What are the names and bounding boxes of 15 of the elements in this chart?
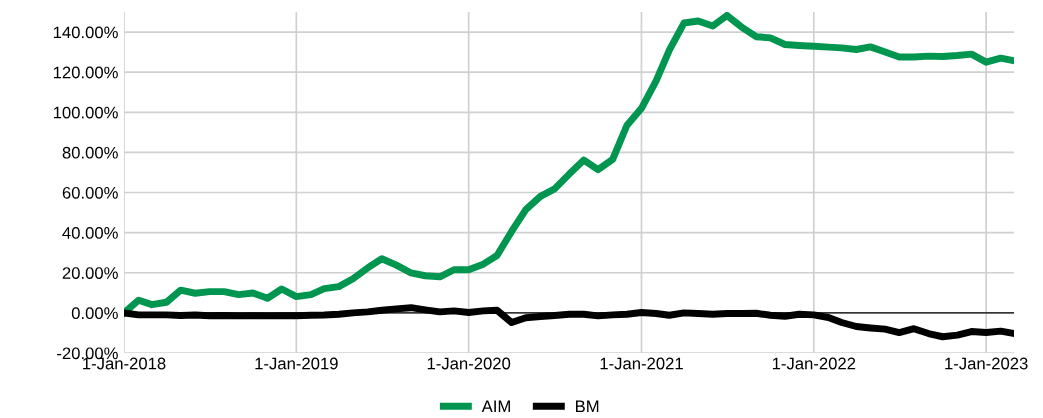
x-tick-label: 1-Jan-2021 bbox=[600, 357, 683, 370]
y-tick-label: 100.00% bbox=[53, 106, 118, 119]
legend-label: AIM bbox=[481, 400, 510, 413]
y-tick-label: 140.00% bbox=[53, 26, 118, 39]
y-tick-label: 120.00% bbox=[53, 66, 118, 79]
x-tick-label: 1-Jan-2023 bbox=[945, 357, 1028, 370]
y-tick-label: 80.00% bbox=[62, 146, 118, 159]
y-tick-label: 0.00% bbox=[71, 307, 118, 320]
x-tick-label: 1-Jan-2022 bbox=[772, 357, 856, 370]
legend-label: BM bbox=[576, 400, 599, 413]
y-tick-label: 60.00% bbox=[62, 186, 118, 199]
y-tick-label: 40.00% bbox=[62, 227, 118, 239]
x-tick-label: 1-Jan-2019 bbox=[255, 357, 338, 370]
y-tick-label: 20.00% bbox=[62, 267, 118, 279]
x-tick-label: 1-Jan-2020 bbox=[427, 357, 511, 370]
